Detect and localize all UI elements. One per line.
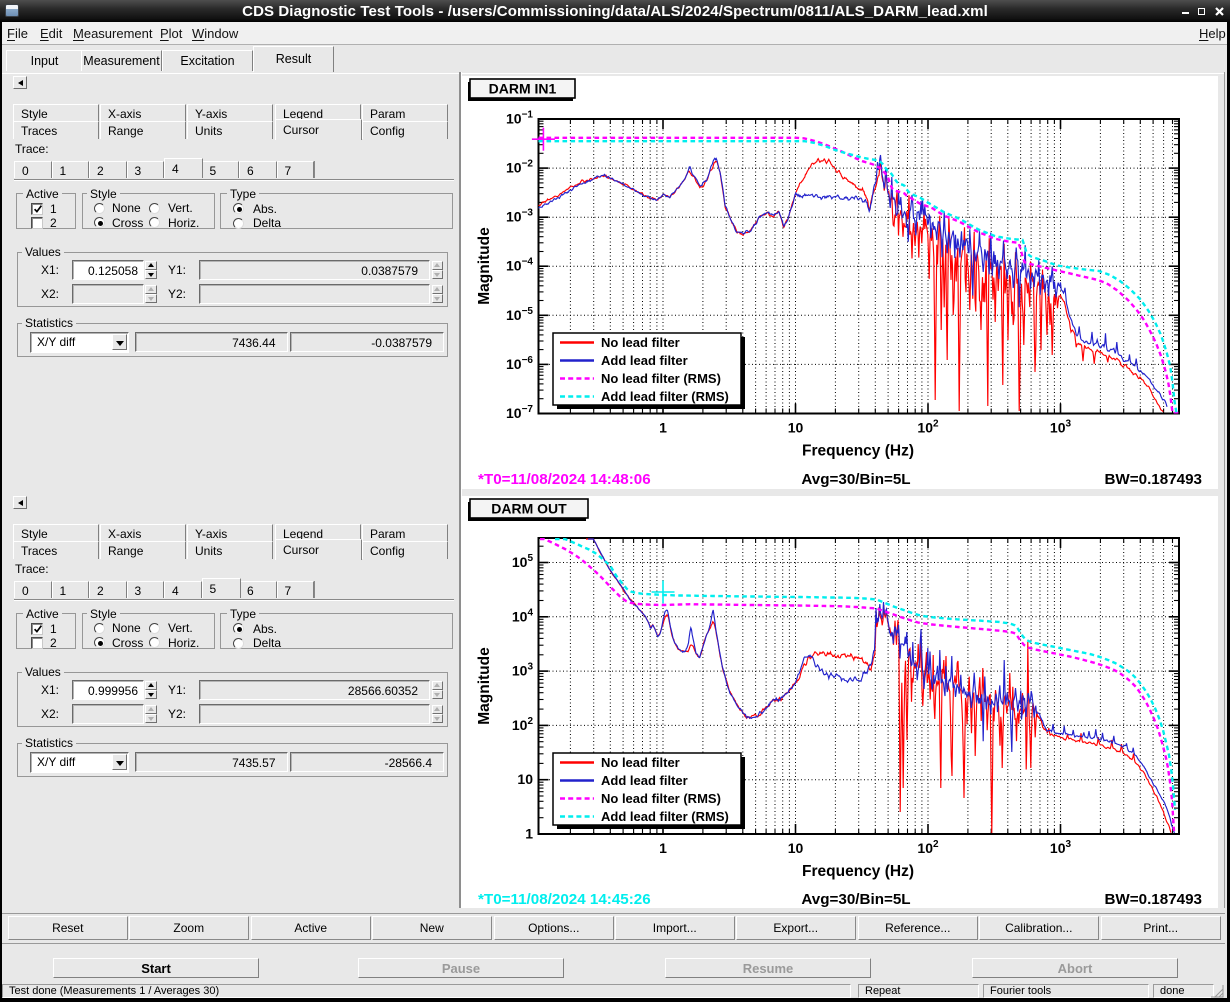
svg-text:DARM IN1: DARM IN1 xyxy=(489,81,557,97)
svg-text:Frequency (Hz): Frequency (Hz) xyxy=(802,863,914,880)
svg-text:Add lead filter: Add lead filter xyxy=(601,773,688,788)
svg-text:10−6: 10−6 xyxy=(506,355,533,372)
svg-text:No lead filter: No lead filter xyxy=(601,755,680,770)
svg-text:10−4: 10−4 xyxy=(506,257,533,274)
svg-text:105: 105 xyxy=(512,553,534,570)
svg-text:102: 102 xyxy=(512,716,534,733)
svg-text:Add lead filter: Add lead filter xyxy=(601,353,688,368)
svg-text:10: 10 xyxy=(517,771,533,787)
svg-text:No lead filter: No lead filter xyxy=(601,335,680,350)
svg-text:103: 103 xyxy=(1050,419,1072,436)
svg-text:10−2: 10−2 xyxy=(506,159,533,176)
svg-text:Add lead filter (RMS): Add lead filter (RMS) xyxy=(601,809,729,824)
svg-text:Avg=30/Bin=5L: Avg=30/Bin=5L xyxy=(801,471,910,488)
svg-text:Frequency (Hz): Frequency (Hz) xyxy=(802,443,914,460)
svg-text:10−3: 10−3 xyxy=(506,208,533,225)
svg-text:102: 102 xyxy=(917,419,939,436)
svg-text:Magnitude: Magnitude xyxy=(476,227,493,305)
svg-text:104: 104 xyxy=(512,607,534,624)
svg-text:1: 1 xyxy=(659,420,667,436)
svg-text:10−7: 10−7 xyxy=(506,404,533,421)
svg-text:Magnitude: Magnitude xyxy=(476,647,493,725)
svg-text:103: 103 xyxy=(1050,839,1072,856)
svg-text:BW=0.187493: BW=0.187493 xyxy=(1104,471,1202,488)
svg-text:10: 10 xyxy=(788,420,804,436)
svg-text:*T0=11/08/2024 14:45:26: *T0=11/08/2024 14:45:26 xyxy=(478,891,651,908)
svg-text:102: 102 xyxy=(917,839,939,856)
svg-text:10−1: 10−1 xyxy=(506,110,533,127)
svg-text:103: 103 xyxy=(512,662,534,679)
svg-text:10−5: 10−5 xyxy=(506,306,533,323)
svg-text:Add lead filter (RMS): Add lead filter (RMS) xyxy=(601,389,729,404)
svg-text:No lead filter (RMS): No lead filter (RMS) xyxy=(601,791,721,806)
svg-text:DARM OUT: DARM OUT xyxy=(491,501,567,517)
svg-text:BW=0.187493: BW=0.187493 xyxy=(1104,891,1202,908)
svg-text:1: 1 xyxy=(525,826,533,842)
svg-text:1: 1 xyxy=(659,840,667,856)
svg-text:10: 10 xyxy=(788,840,804,856)
svg-text:No lead filter (RMS): No lead filter (RMS) xyxy=(601,371,721,386)
svg-text:Avg=30/Bin=5L: Avg=30/Bin=5L xyxy=(801,891,910,908)
svg-text:*T0=11/08/2024 14:48:06: *T0=11/08/2024 14:48:06 xyxy=(478,471,651,488)
